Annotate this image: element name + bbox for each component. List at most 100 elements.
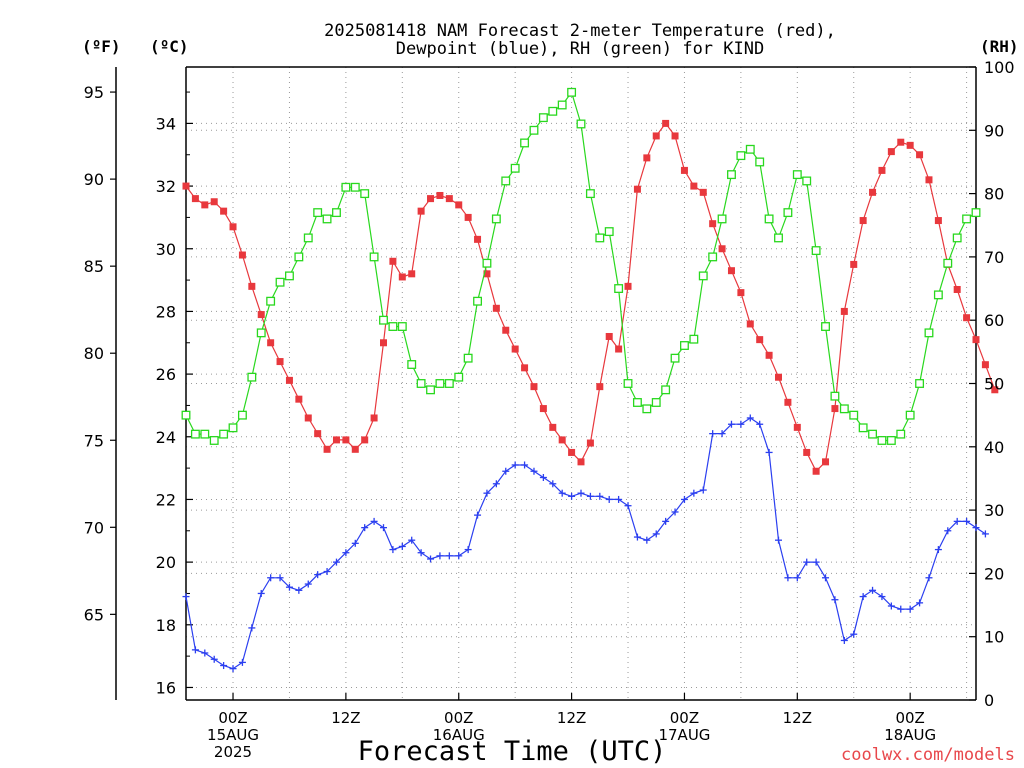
dewpoint-point	[812, 558, 820, 566]
rh-point	[482, 258, 492, 268]
rh-point	[764, 214, 774, 224]
time-tick-label: 00Z	[895, 709, 924, 727]
temperature-point	[662, 119, 670, 127]
rh-point	[501, 176, 511, 186]
dewpoint-point	[925, 574, 933, 582]
dewpoint-point	[295, 586, 303, 594]
temperature-point	[511, 345, 519, 353]
rh-point	[557, 100, 567, 110]
temperature-point	[680, 166, 688, 174]
temperature-point	[887, 148, 895, 156]
temperature-point	[850, 260, 858, 268]
rh-point	[839, 404, 849, 414]
temperature-point	[878, 166, 886, 174]
temperature-point	[436, 191, 444, 199]
dewpoint-point	[652, 530, 660, 538]
temperature-point	[690, 182, 698, 190]
rh-point	[416, 379, 426, 388]
rh-point	[933, 290, 943, 300]
rh-point	[266, 296, 276, 306]
temperature-point	[361, 436, 369, 444]
time-tick-label: 16AUG	[433, 726, 485, 744]
dewpoint-point	[643, 536, 651, 544]
rh-point	[670, 353, 680, 363]
temperature-point	[840, 307, 848, 315]
dewpoint-point	[417, 549, 425, 557]
temperature-point	[859, 217, 867, 225]
temperature-point	[342, 436, 350, 444]
chart-title-line-2: Dewpoint (blue), RH (green) for KIND	[396, 39, 764, 59]
dewpoint-point	[483, 489, 491, 497]
temperature-point	[380, 339, 387, 347]
rh-point	[303, 233, 313, 243]
dewpoint-point	[182, 593, 190, 601]
rh-point	[388, 322, 398, 331]
dewpoint-point	[840, 636, 848, 644]
time-tick-label: 17AUG	[658, 726, 710, 744]
temperature-point	[351, 445, 359, 453]
rh-point	[454, 372, 464, 382]
rh-point	[247, 372, 257, 382]
temperature-point	[530, 383, 538, 391]
rh-point	[774, 233, 783, 243]
dewpoint-point	[822, 574, 830, 582]
dewpoint-point	[586, 492, 594, 500]
fahrenheit-tick-label: 65	[84, 605, 104, 624]
rh-tick-label: 30	[984, 501, 1004, 520]
dewpoint-point	[323, 568, 331, 576]
dewpoint-point	[784, 574, 792, 582]
rh-point	[661, 385, 671, 395]
dewpoint-point	[314, 571, 322, 579]
rh-point	[538, 113, 548, 123]
time-tick-label: 15AUG	[207, 726, 259, 744]
temperature-point	[991, 386, 999, 394]
temperature-point	[822, 458, 830, 466]
dewpoint-point	[803, 558, 811, 566]
rh-point	[651, 398, 661, 407]
dewpoint-point	[906, 605, 914, 613]
chart-title-line-1: 2025081418 NAM Forecast 2-meter Temperat…	[324, 21, 836, 41]
rh-point	[698, 271, 708, 281]
temperature-point	[727, 267, 735, 275]
rh-tick-label: 0	[984, 691, 994, 710]
temperature-point	[765, 351, 773, 359]
dewpoint-point	[549, 480, 557, 488]
rh-point	[444, 379, 454, 388]
dewpoint-point	[191, 646, 199, 654]
dewpoint-point	[850, 630, 858, 638]
dewpoint-point	[370, 517, 378, 525]
dewpoint-point	[220, 662, 228, 670]
rh-point	[285, 271, 294, 281]
dewpoint-point	[793, 574, 801, 582]
rh-point	[736, 151, 746, 161]
celsius-tick-label: 32	[156, 177, 176, 196]
rh-tick-label: 60	[984, 311, 1004, 330]
rh-point	[877, 436, 887, 445]
rh-point	[868, 429, 877, 439]
temperature-point	[210, 198, 218, 206]
dewpoint-point	[408, 536, 416, 544]
temperature-point	[389, 257, 397, 265]
rh-point	[313, 208, 323, 218]
dewpoint-point	[699, 486, 707, 494]
rh-point	[896, 429, 906, 439]
temperature-point	[775, 373, 782, 381]
temperature-point	[276, 358, 284, 366]
dewpoint-point	[605, 495, 613, 503]
rh-point	[755, 157, 765, 167]
celsius-tick-label: 26	[156, 365, 176, 384]
fahrenheit-tick-label: 95	[84, 83, 104, 102]
temperature-point	[314, 430, 322, 438]
rh-point	[886, 436, 896, 445]
fahrenheit-tick-label: 85	[84, 257, 104, 276]
rh-point	[745, 144, 755, 154]
dewpoint-point	[511, 461, 519, 469]
rh-point	[256, 328, 266, 338]
temperature-point	[521, 364, 529, 372]
dewpoint-point	[351, 539, 359, 547]
dewpoint-point	[869, 586, 877, 594]
rh-point	[802, 176, 812, 186]
temperature-point	[869, 188, 877, 196]
dewpoint-point	[257, 589, 265, 597]
temperature-point	[643, 154, 651, 162]
